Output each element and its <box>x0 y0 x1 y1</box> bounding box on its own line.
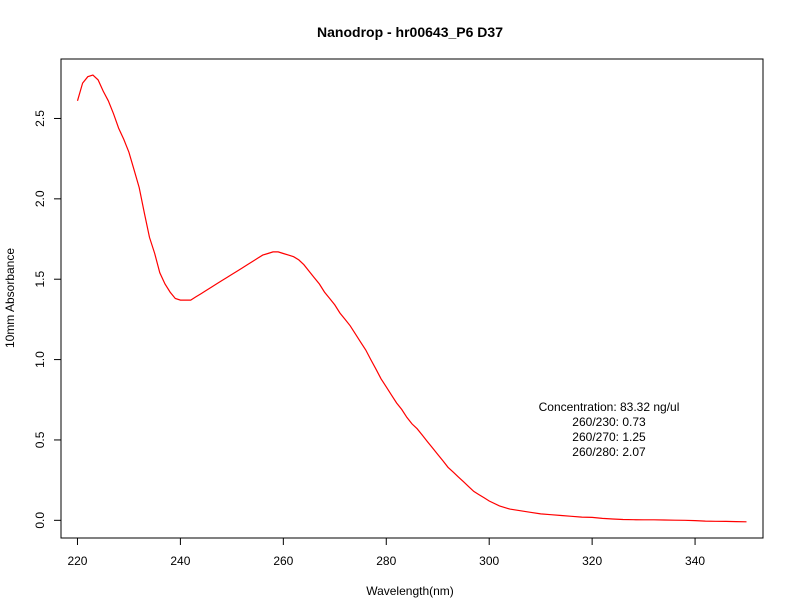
absorbance-series-line <box>76 74 747 523</box>
y-tick-label: 1.5 <box>33 271 47 288</box>
y-tick-label: 2.5 <box>33 110 47 127</box>
series-layer <box>76 74 747 523</box>
x-tick-label: 300 <box>479 554 499 568</box>
y-axis: 0.0 0.5 1.0 1.5 2.0 2.5 <box>33 110 62 529</box>
y-tick-label: 0.5 <box>33 431 47 448</box>
y-tick-label: 0.0 <box>33 512 47 529</box>
annotation-line: 260/230: 0.73 <box>572 415 646 429</box>
x-tick-label: 240 <box>170 554 190 568</box>
x-axis: 220 240 260 280 300 320 340 <box>67 537 705 568</box>
x-tick-label: 320 <box>582 554 602 568</box>
y-tick-label: 2.0 <box>33 190 47 207</box>
annotation-line: 260/280: 2.07 <box>572 445 646 459</box>
x-axis-label: Wavelength(nm) <box>366 584 454 598</box>
x-tick-label: 280 <box>376 554 396 568</box>
annotation-line: Concentration: 83.32 ng/ul <box>539 400 680 414</box>
annotation-line: 260/270: 1.25 <box>572 430 646 444</box>
y-axis-label: 10mm Absorbance <box>3 248 17 348</box>
x-tick-label: 260 <box>273 554 293 568</box>
chart-title: Nanodrop - hr00643_P6 D37 <box>317 24 503 40</box>
x-tick-label: 340 <box>685 554 705 568</box>
x-tick-label: 220 <box>67 554 87 568</box>
y-tick-label: 1.0 <box>33 351 47 368</box>
